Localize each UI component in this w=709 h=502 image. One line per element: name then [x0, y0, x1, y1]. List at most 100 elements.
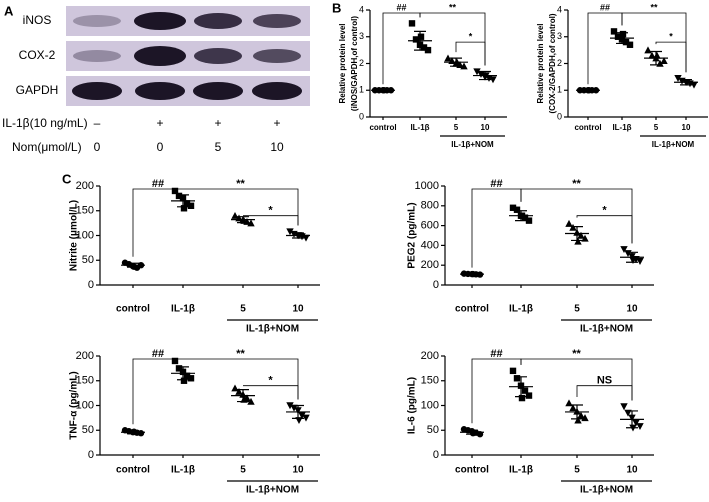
- y-tick-label: 3: [557, 31, 562, 41]
- significance-label: **: [650, 2, 658, 12]
- treatment-value: 0: [94, 140, 101, 154]
- data-point: [569, 223, 577, 231]
- treatment-value: +: [273, 116, 280, 130]
- data-point: [298, 412, 306, 420]
- y-axis-label: TNF-α (pg/mL): [69, 371, 80, 439]
- x-tick-label: 10: [481, 123, 490, 132]
- y-tick-label: 3: [359, 31, 364, 41]
- band: [72, 82, 122, 100]
- chart: 0 200 400 600 800 1000 PEG2 (pg/mL) control IL-1…: [407, 178, 654, 335]
- y-axis-label: PEG2 (pg/mL): [407, 202, 418, 268]
- treatment-value: –: [94, 116, 101, 130]
- error-bar: [650, 50, 662, 66]
- data-point: [180, 205, 188, 212]
- y-tick-label: 1000: [415, 180, 439, 192]
- x-tick-label: IL-1β: [509, 304, 533, 315]
- y-tick-label: 50: [82, 424, 94, 436]
- y-tick-label: 1: [557, 85, 562, 95]
- y-tick-label: 200: [76, 180, 94, 192]
- data-point: [610, 28, 618, 35]
- y-tick-label: 0: [359, 111, 364, 121]
- data-point: [460, 62, 468, 70]
- error-bar: [626, 410, 638, 429]
- data-point: [565, 219, 573, 227]
- treatment-value: 0: [157, 140, 164, 154]
- data-point: [509, 367, 517, 375]
- significance-bracket: [576, 385, 633, 401]
- x-tick-label: IL-1β: [509, 465, 533, 476]
- significance-label: **: [572, 178, 581, 190]
- y-tick-label: 0: [88, 279, 94, 291]
- data-point: [183, 200, 191, 207]
- data-point: [187, 202, 195, 209]
- y-tick-label: 150: [76, 205, 94, 217]
- data-point: [626, 41, 634, 48]
- data-point: [302, 234, 310, 242]
- x-tick-label: control: [455, 304, 489, 315]
- data-point: [577, 411, 585, 419]
- y-tick-label: 2: [359, 58, 364, 68]
- group-label: IL-1β+NOM: [246, 485, 299, 496]
- blot: iNOS COX-2 GAPDH IL-1β(10 ng/mL) – + + +…: [2, 6, 310, 154]
- treatment-label: Nom(μmol/L): [12, 140, 82, 154]
- y-tick-label: 4: [359, 4, 364, 14]
- significance-label: ##: [490, 348, 502, 360]
- y-tick-label: 800: [421, 200, 439, 212]
- data-point: [525, 217, 533, 224]
- error-bar: [450, 57, 462, 67]
- x-tick-label: control: [574, 123, 601, 132]
- y-tick-label: 200: [421, 350, 439, 362]
- y-tick-label: 200: [76, 350, 94, 362]
- data-point: [636, 423, 644, 430]
- x-tick-label: control: [455, 465, 489, 476]
- treatment-label: IL-1β(10 ng/mL): [2, 116, 88, 130]
- band: [73, 15, 121, 27]
- band: [134, 46, 186, 66]
- group-label: IL-1β+NOM: [580, 324, 633, 335]
- data-point: [183, 372, 191, 379]
- data-point: [636, 258, 644, 265]
- treatment-value: 5: [215, 140, 222, 154]
- x-tick-label: 10: [626, 465, 638, 476]
- y-tick-label: 150: [421, 375, 439, 387]
- data-point: [175, 192, 183, 200]
- data-point: [473, 68, 481, 76]
- treatment-value: +: [156, 116, 163, 130]
- data-point: [171, 357, 179, 365]
- significance-bracket: [455, 41, 486, 66]
- error-bar: [237, 389, 249, 403]
- panel-label: A: [4, 3, 14, 18]
- y-axis-label: Relative protein level: [338, 23, 347, 103]
- band: [135, 82, 185, 100]
- significance-bracket: [576, 215, 633, 244]
- significance-bracket: [520, 358, 633, 401]
- data-point: [417, 33, 425, 40]
- significance-label: **: [236, 178, 245, 190]
- data-point: [614, 33, 622, 40]
- error-bar: [571, 404, 583, 420]
- data-point: [648, 51, 656, 59]
- data-point: [180, 377, 188, 384]
- significance-label: NS: [597, 375, 612, 387]
- error-bar: [177, 366, 189, 381]
- chart: 0 1 2 3 4 Relative protein level (iNOS/GAPDH,o…: [338, 2, 507, 149]
- chart: 0 50 100 150 200 Nitrite (μmol/L) control IL-1β…: [69, 178, 320, 335]
- chart: 0 1 2 3 4 Relative protein level (COX-2/GAPDH,…: [536, 2, 708, 149]
- data-point: [469, 430, 477, 437]
- x-tick-label: 5: [454, 123, 459, 132]
- data-point: [175, 365, 183, 372]
- blot-row-label: GAPDH: [16, 83, 59, 97]
- x-tick-label: control: [116, 465, 150, 476]
- y-tick-label: 4: [557, 4, 562, 14]
- data-point: [629, 257, 637, 264]
- data-point: [247, 397, 255, 405]
- y-tick-label: 50: [82, 254, 94, 266]
- y-tick-label: 100: [76, 229, 94, 241]
- significance-bracket: [243, 385, 299, 400]
- significance-bracket: [183, 188, 299, 226]
- x-tick-label: 10: [292, 304, 304, 315]
- data-point: [231, 384, 239, 392]
- significance-label: *: [268, 205, 273, 217]
- data-point: [660, 57, 668, 65]
